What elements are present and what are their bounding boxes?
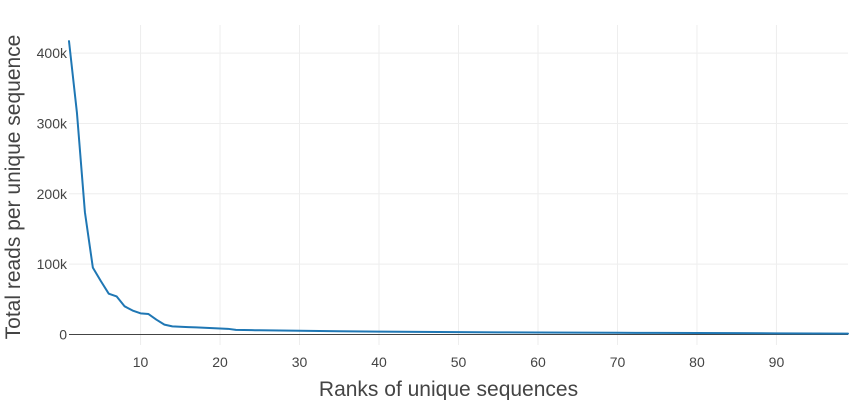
y-axis-title: Total reads per unique sequence: [2, 35, 25, 340]
x-tick-label: 80: [689, 354, 705, 370]
x-tick-label: 30: [292, 354, 308, 370]
y-tick-label: 300k: [37, 115, 68, 131]
x-tick-label: 60: [530, 354, 546, 370]
y-tick-label: 0: [59, 326, 67, 342]
x-tick-label: 10: [133, 354, 149, 370]
y-tick-label: 100k: [37, 256, 68, 272]
x-tick-label: 20: [212, 354, 228, 370]
x-tick-labels: 10 20 30 40 50 60 70 80 90: [133, 354, 785, 370]
y-tick-label: 400k: [37, 45, 68, 61]
x-tick-label: 40: [371, 354, 387, 370]
x-tick-label: 90: [769, 354, 785, 370]
gridlines: [69, 25, 848, 345]
y-tick-label: 200k: [37, 186, 68, 202]
x-tick-label: 70: [610, 354, 626, 370]
x-axis-title: Ranks of unique sequences: [319, 378, 578, 400]
series-line: [68, 40, 849, 335]
series-group: [68, 40, 849, 335]
x-tick-label: 50: [451, 354, 467, 370]
y-tick-labels: 0 100k 200k 300k 400k: [37, 45, 68, 342]
